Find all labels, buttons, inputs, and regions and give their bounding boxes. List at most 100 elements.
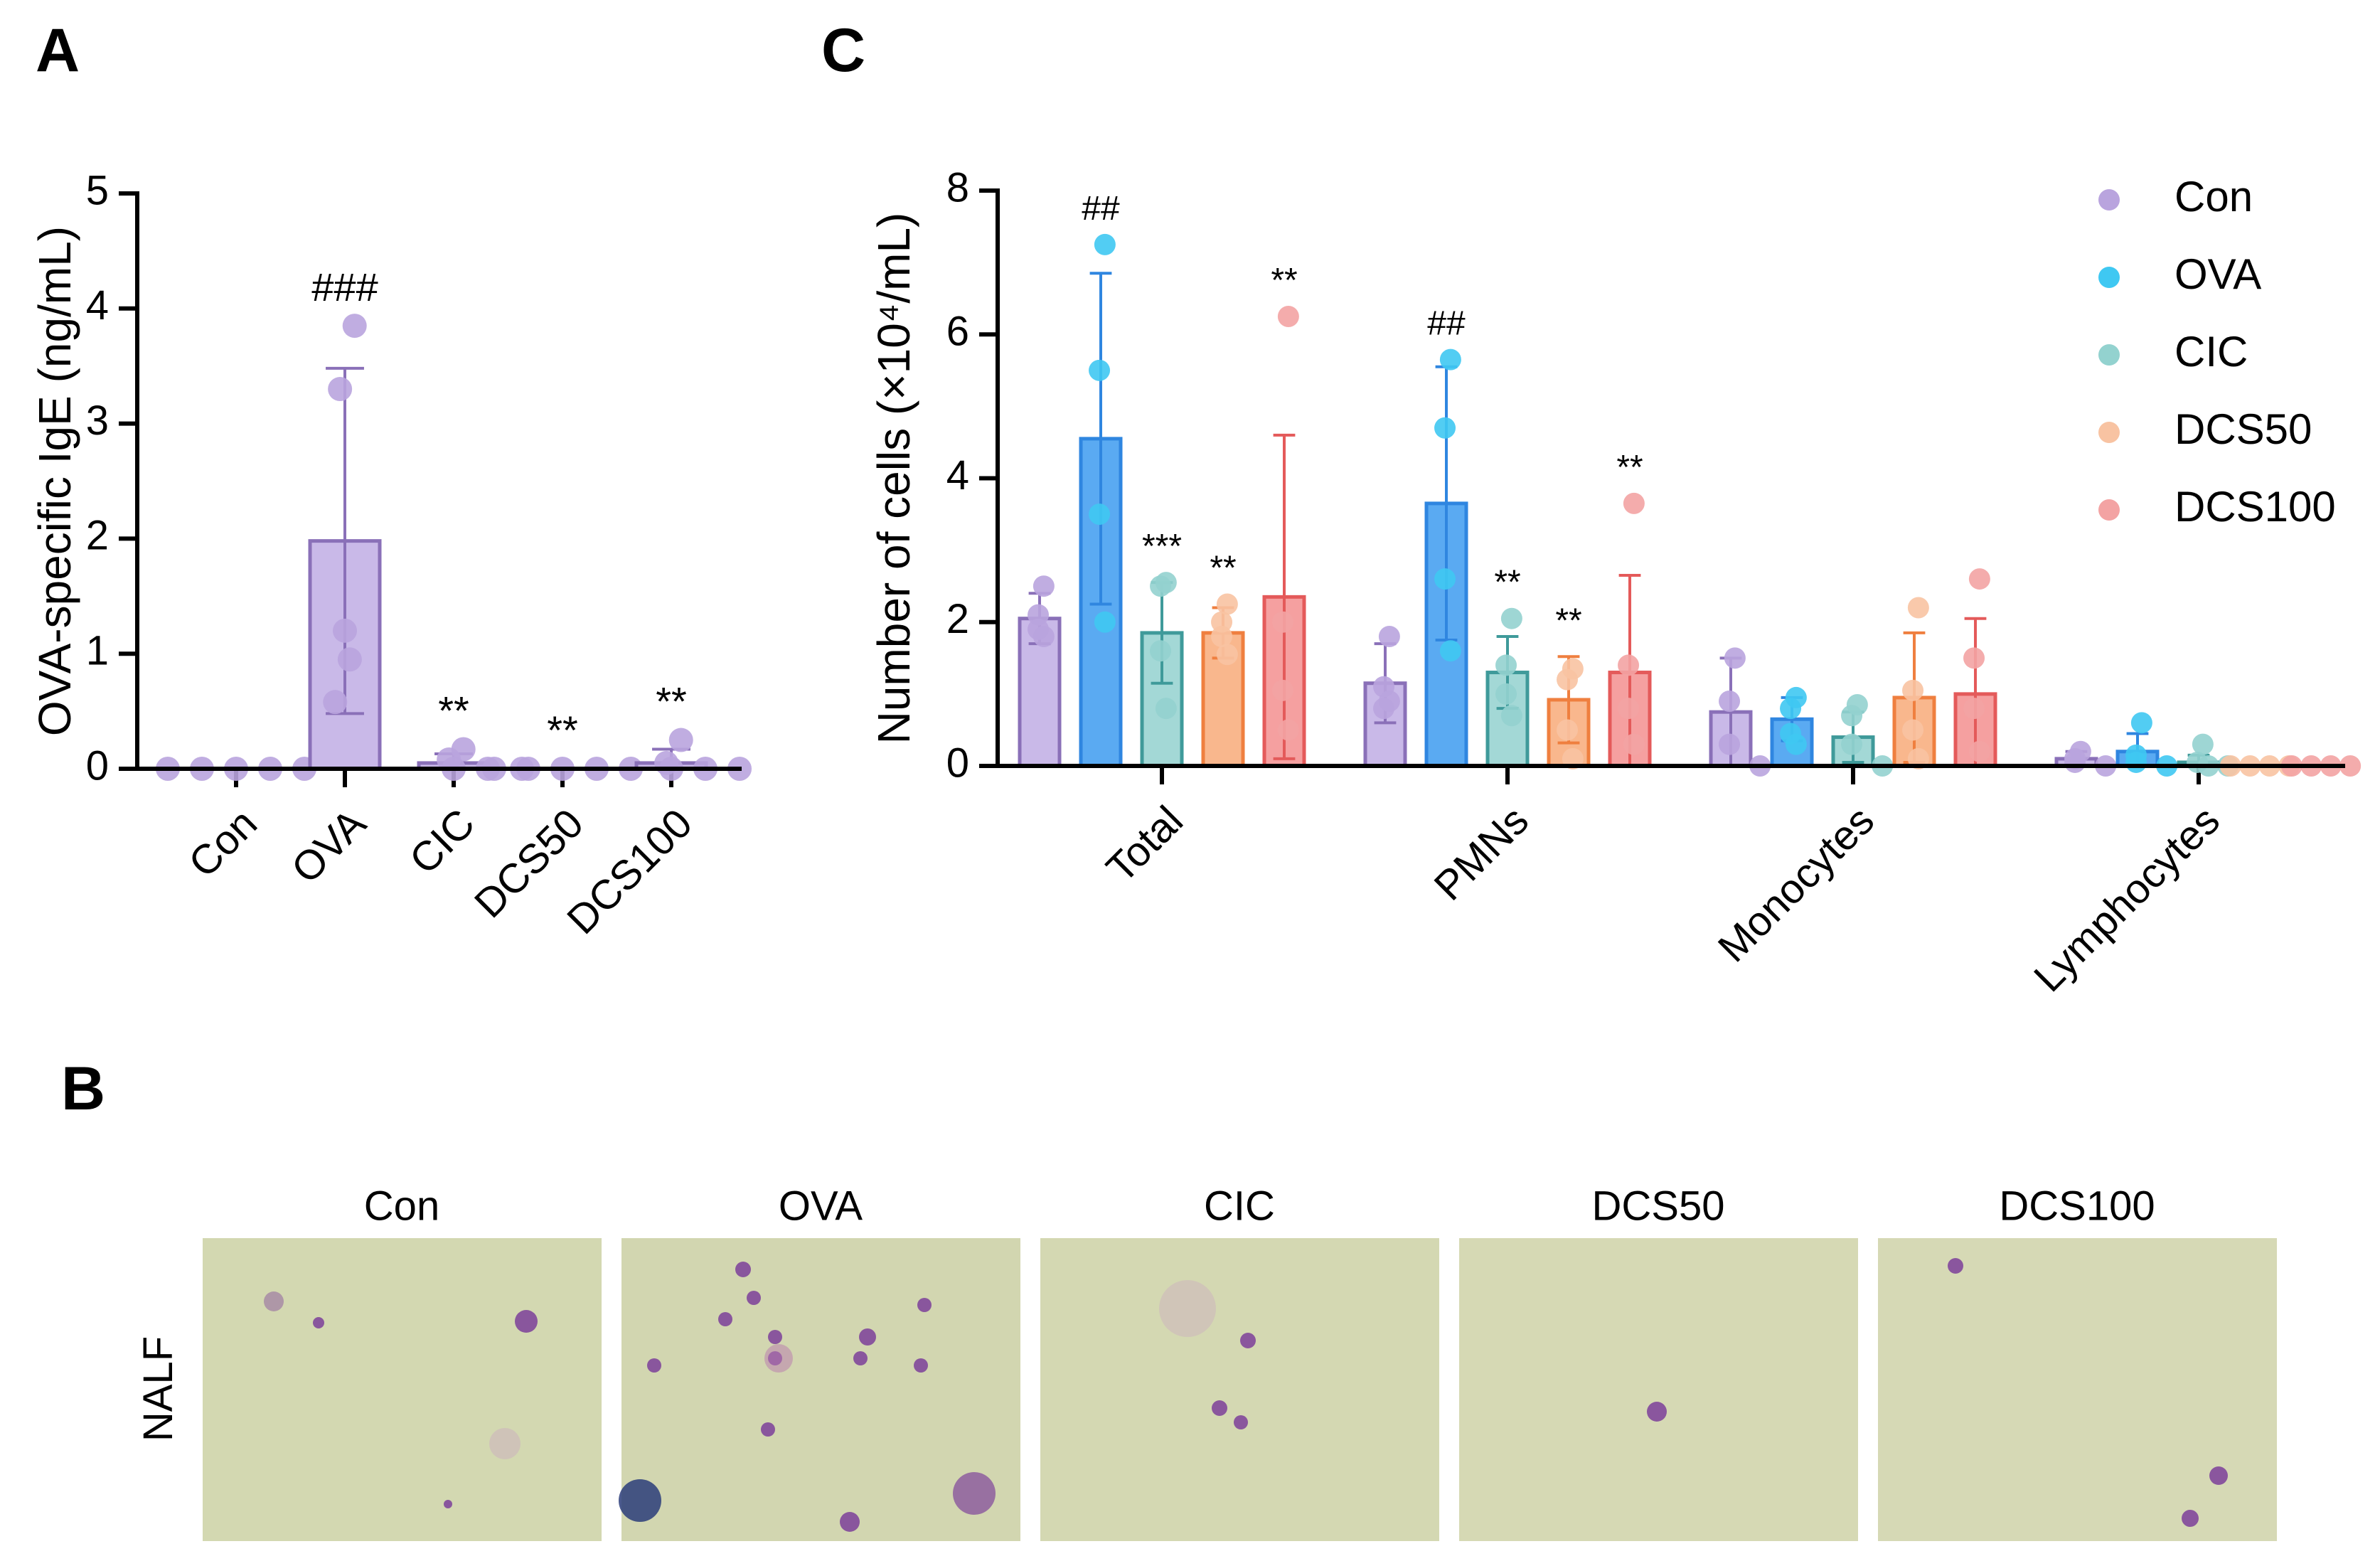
data-point: [1277, 719, 1299, 741]
data-point: [668, 728, 693, 752]
data-point: [1495, 683, 1517, 705]
column-label: CIC: [1204, 1183, 1275, 1229]
y-axis-label: OVA-specific IgE (ng/mL): [29, 226, 80, 736]
row-label: NALF: [135, 1336, 181, 1442]
panel-label: B: [61, 1055, 105, 1123]
data-point: [1216, 593, 1238, 615]
legend-label: Con: [2174, 173, 2253, 220]
data-point: [1032, 575, 1055, 597]
data-point: [2125, 751, 2147, 773]
data-point: [1089, 359, 1111, 381]
x-tick-label: Monocytes: [1709, 797, 1883, 971]
data-point: [1378, 690, 1400, 712]
annotation: ###: [311, 265, 378, 309]
x-tick-label: OVA: [282, 800, 375, 893]
cells: [264, 1258, 2228, 1532]
annotation: **: [438, 688, 469, 732]
column-label: Con: [364, 1183, 439, 1229]
data-point: [1902, 679, 1924, 701]
data-point: [1272, 679, 1294, 701]
data-point: [1211, 625, 1233, 647]
data-point: [328, 377, 353, 402]
y-tick-label: 3: [86, 398, 109, 444]
y-tick-label: 5: [86, 167, 109, 213]
data-point: [1841, 733, 1863, 755]
data-point: [2130, 712, 2152, 734]
data-point: [2339, 755, 2362, 777]
data-point: [1216, 644, 1238, 666]
data-point: [1094, 233, 1116, 255]
data-point: [1500, 607, 1522, 629]
annotation: **: [1271, 262, 1297, 299]
micrograph: [1040, 1238, 1439, 1541]
data-point: [1557, 668, 1579, 691]
y-tick-label: 8: [946, 164, 969, 211]
legend-label: CIC: [2174, 328, 2248, 375]
y-tick-label: 4: [946, 452, 969, 499]
legend-label: DCS100: [2174, 483, 2336, 531]
data-point: [1780, 698, 1802, 720]
data-point: [1032, 625, 1055, 647]
x-tick-label: CIC: [400, 800, 484, 883]
data-point: [1963, 698, 1985, 720]
annotation: **: [1494, 564, 1520, 602]
data-point: [1378, 625, 1400, 647]
legend-label: OVA: [2174, 250, 2261, 298]
data-point: [1963, 647, 1985, 669]
annotation: **: [547, 708, 578, 752]
data-point: [342, 314, 367, 339]
data-point: [1150, 575, 1172, 597]
annotation: **: [1555, 602, 1581, 639]
data-point: [1623, 492, 1645, 514]
micrographs: [203, 1238, 2277, 1541]
data-point: [1155, 698, 1177, 720]
annotation: ***: [1142, 528, 1182, 565]
legend-marker: [2098, 422, 2120, 443]
panel-label: C: [821, 16, 865, 85]
data-point: [1785, 733, 1807, 755]
legend-marker: [2098, 189, 2120, 211]
micrograph: [1878, 1238, 2277, 1541]
y-tick-label: 0: [86, 742, 109, 789]
annotation: **: [656, 679, 687, 724]
legend-marker: [2098, 499, 2120, 521]
data-point: [1618, 698, 1640, 720]
data-point: [1500, 705, 1522, 727]
data-point: [1434, 417, 1456, 439]
data-point: [1272, 611, 1294, 633]
y-tick-label: 0: [946, 740, 969, 786]
data-point: [1089, 504, 1111, 526]
y-tick-label: 6: [946, 309, 969, 355]
y-tick-label: 2: [86, 513, 109, 559]
annotation: **: [1616, 449, 1643, 486]
data-point: [1094, 611, 1116, 633]
legend-marker: [2098, 344, 2120, 366]
data-point: [1907, 597, 1929, 619]
data-point: [1434, 568, 1456, 590]
data-point: [1968, 568, 1990, 590]
data-point: [1495, 654, 1517, 676]
data-point: [2064, 751, 2086, 773]
data-point: [1277, 305, 1299, 327]
y-axis-label: Number of cells (×10⁴/mL): [868, 213, 919, 745]
annotation: ##: [1427, 305, 1466, 343]
y-tick-label: 4: [86, 282, 109, 329]
x-tick-label: Total: [1097, 797, 1192, 892]
column-label: DCS100: [1999, 1183, 2155, 1229]
data-point: [323, 690, 348, 715]
data-point: [1439, 640, 1461, 662]
data-point: [2192, 733, 2214, 755]
data-point: [1841, 705, 1863, 727]
data-point: [1557, 719, 1579, 741]
data-point: [1724, 647, 1746, 669]
data-point: [1719, 690, 1741, 712]
data-point: [1618, 654, 1640, 676]
x-tick-label: Con: [180, 800, 266, 886]
x-tick-label: Lymphocytes: [2025, 797, 2229, 1001]
data-point: [1968, 740, 1990, 762]
column-label: DCS50: [1592, 1183, 1725, 1229]
panel-label: A: [36, 16, 80, 85]
legend-label: DCS50: [2174, 405, 2312, 453]
data-point: [333, 618, 357, 643]
